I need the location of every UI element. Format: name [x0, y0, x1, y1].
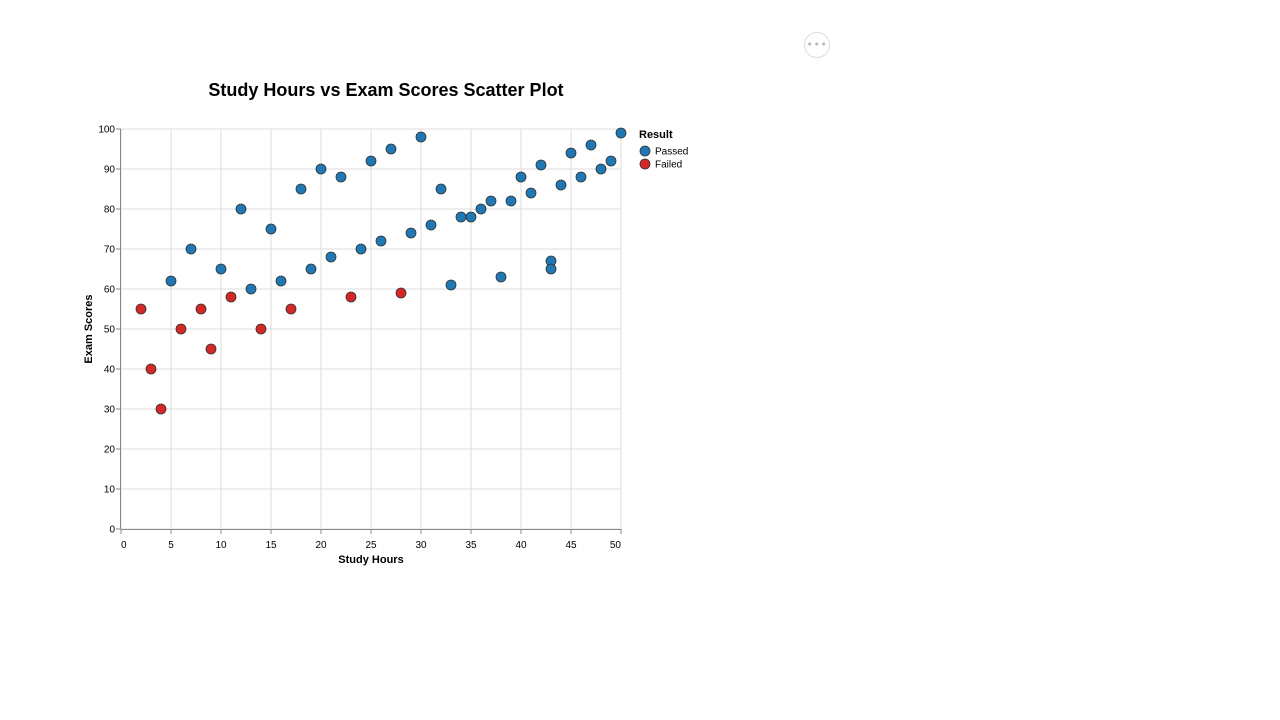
data-point-failed: [175, 323, 187, 335]
data-point-passed: [355, 243, 367, 255]
y-tick-label: 30: [104, 405, 116, 416]
data-point-passed: [335, 171, 347, 183]
axes: 0 5 10 15 20 25 30 35 40 45 50 0 10 20 30 40 50 60 70 80 90 1…: [98, 125, 622, 551]
data-point-passed: [215, 263, 227, 275]
y-tick-label: 90: [104, 165, 116, 176]
data-point-passed: [245, 283, 257, 295]
data-point-passed: [555, 179, 567, 191]
legend-title: Result: [639, 129, 673, 141]
data-point-passed: [605, 155, 617, 167]
y-tick-label: 10: [104, 485, 116, 496]
data-point-passed: [385, 143, 397, 155]
data-point-passed: [295, 183, 307, 195]
x-tick-label: 10: [215, 540, 227, 551]
data-point-failed: [155, 403, 167, 415]
data-point-passed: [545, 263, 557, 275]
data-point-failed: [285, 303, 297, 315]
data-point-passed: [595, 163, 607, 175]
x-axis-title: Study Hours: [338, 554, 403, 566]
data-point-failed: [195, 303, 207, 315]
x-tick-label: 50: [610, 540, 622, 551]
y-tick-label: 0: [109, 525, 115, 536]
x-tick-label: 45: [565, 540, 577, 551]
data-point-passed: [445, 279, 457, 291]
y-tick-label: 40: [104, 365, 116, 376]
data-point-passed: [475, 203, 487, 215]
x-tick-label: 15: [265, 540, 277, 551]
data-point-passed: [235, 203, 247, 215]
data-point-passed: [435, 183, 447, 195]
data-point-passed: [425, 219, 437, 231]
data-point-failed: [255, 323, 267, 335]
legend-label-failed: Failed: [655, 160, 682, 171]
data-point-passed: [585, 139, 597, 151]
data-point-passed: [315, 163, 327, 175]
data-point-passed: [465, 211, 477, 223]
chart-title: Study Hours vs Exam Scores Scatter Plot: [208, 80, 563, 100]
data-points: [135, 127, 627, 415]
data-point-passed: [455, 211, 467, 223]
data-point-passed: [325, 251, 337, 263]
y-axis-title: Exam Scores: [83, 294, 95, 363]
data-point-passed: [535, 159, 547, 171]
y-tick-label: 20: [104, 445, 116, 456]
data-point-passed: [515, 171, 527, 183]
legend-symbol-failed: [639, 158, 651, 170]
y-tick-label: 70: [104, 245, 116, 256]
data-point-passed: [185, 243, 197, 255]
data-point-failed: [205, 343, 217, 355]
data-point-failed: [395, 287, 407, 299]
data-point-passed: [505, 195, 517, 207]
data-point-passed: [615, 127, 627, 139]
legend-symbol-passed: [639, 145, 651, 157]
data-point-failed: [145, 363, 157, 375]
x-tick-label: 0: [121, 540, 127, 551]
data-point-passed: [575, 171, 587, 183]
legend: Result Passed Failed: [639, 129, 688, 171]
data-point-failed: [135, 303, 147, 315]
x-tick-label: 35: [465, 540, 477, 551]
data-point-passed: [305, 263, 317, 275]
chart-actions-menu-button[interactable]: •••: [804, 32, 830, 58]
y-tick-label: 80: [104, 205, 116, 216]
data-point-passed: [565, 147, 577, 159]
x-tick-label: 30: [415, 540, 427, 551]
data-point-failed: [345, 291, 357, 303]
x-tick-label: 25: [365, 540, 377, 551]
x-tick-label: 40: [515, 540, 527, 551]
y-tick-label: 60: [104, 285, 116, 296]
data-point-passed: [365, 155, 377, 167]
y-tick-label: 100: [98, 125, 115, 136]
data-point-failed: [225, 291, 237, 303]
data-point-passed: [485, 195, 497, 207]
grid: [120, 128, 622, 530]
data-point-passed: [415, 131, 427, 143]
y-tick-label: 50: [104, 325, 116, 336]
x-tick-label: 20: [315, 540, 327, 551]
x-tick-label: 5: [168, 540, 174, 551]
legend-label-passed: Passed: [655, 147, 688, 158]
data-point-passed: [405, 227, 417, 239]
data-point-passed: [375, 235, 387, 247]
data-point-passed: [275, 275, 287, 287]
data-point-passed: [165, 275, 177, 287]
ellipsis-icon: •••: [806, 37, 828, 51]
data-point-passed: [495, 271, 507, 283]
data-point-passed: [265, 223, 277, 235]
data-point-passed: [525, 187, 537, 199]
